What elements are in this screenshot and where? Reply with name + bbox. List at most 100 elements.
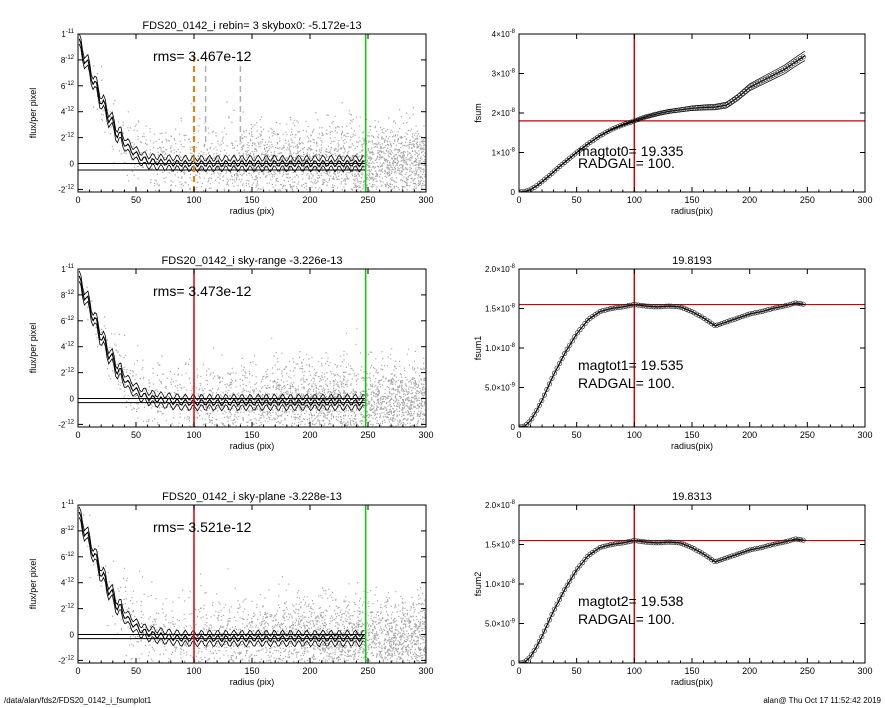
x-tick-label: 200 (742, 195, 757, 205)
x-tick-label: 0 (516, 430, 521, 440)
x-tick-label: 200 (742, 430, 757, 440)
footer-filepath: /data/alan/fds2/FDS20_0142_i_fsumplot1 (4, 696, 152, 705)
y-axis-label: flux/per pixel (28, 88, 38, 139)
x-tick-label: 200 (302, 430, 317, 440)
plot-title: 19.8193 (672, 255, 712, 267)
x-tick-label: 300 (418, 430, 433, 440)
x-tick-label: 200 (742, 666, 757, 676)
profile-line-0 (78, 43, 365, 173)
x-tick-label: 150 (244, 666, 259, 676)
y-tick-label: 2-12 (61, 133, 75, 143)
profile-line-1 (78, 275, 365, 407)
fsum-line (519, 538, 806, 663)
panel-right-2: magtot1= 19.535 RADGAL= 100. 0 50 100 150 200 2… (473, 255, 873, 451)
y-tick-label: 1.0×10-8 (485, 343, 516, 353)
y-tick-label: 4-12 (61, 578, 75, 588)
x-tick-label: 100 (186, 666, 201, 676)
profile-line-2 (78, 270, 365, 401)
x-tick-label: 250 (800, 195, 815, 205)
x-tick-label: 200 (302, 195, 317, 205)
y-axis-label: fsum (473, 103, 483, 123)
footer-timestamp: alan@ Thu Oct 17 11:52:42 2019 (763, 696, 881, 705)
x-axis-label: radius (pix) (230, 206, 275, 216)
y-tick-label: 4×10-8 (492, 29, 516, 39)
fsum-markers (519, 536, 806, 663)
y-tick-label: 1-11 (61, 264, 74, 274)
plot-area (519, 505, 865, 663)
rms-annotation: rms= 3.521e-12 (153, 519, 252, 535)
x-tick-label: 150 (684, 195, 699, 205)
x-tick-label: 50 (131, 430, 141, 440)
y-tick-label: 6-12 (61, 81, 75, 91)
y-tick-label: 2×10-8 (492, 108, 516, 118)
x-tick-label: 0 (516, 195, 521, 205)
x-tick-label: 150 (244, 430, 259, 440)
fsum-line (519, 55, 806, 192)
x-tick-label: 250 (800, 430, 815, 440)
y-axis-label: fsum2 (473, 572, 483, 597)
y-axis-label: flux/per pixel (28, 559, 38, 610)
y-tick-label: 1.5×10-8 (485, 540, 516, 550)
y-tick-label: 0 (511, 659, 516, 668)
panel-left-1: rms= 3.467e-120 50 100 150 200 250 300-2-1202-… (28, 20, 434, 216)
x-axis-label: radius(pix) (671, 677, 713, 687)
y-tick-label: 4-12 (61, 342, 75, 352)
x-tick-label: 300 (857, 666, 872, 676)
x-tick-label: 250 (360, 195, 375, 205)
profile-line-2 (78, 34, 365, 163)
y-tick-label: 8-12 (61, 55, 75, 65)
scatter-points (83, 514, 426, 663)
y-tick-label: 0 (70, 395, 75, 404)
x-tick-label: 300 (857, 195, 872, 205)
plot-title: 19.8313 (672, 491, 712, 503)
y-tick-label: 1.0×10-8 (485, 579, 516, 589)
fsum-markers (519, 300, 806, 427)
y-tick-label: 4-12 (61, 107, 75, 117)
x-tick-label: 0 (75, 430, 80, 440)
profile-line-0 (78, 281, 365, 412)
x-tick-label: 100 (186, 430, 201, 440)
y-tick-label: 2.0×10-8 (485, 264, 516, 274)
y-tick-label: 3×10-8 (492, 69, 516, 79)
profile-line-0 (78, 517, 365, 648)
y-tick-label: -2-12 (58, 655, 74, 665)
y-tick-label: 2-12 (61, 604, 75, 614)
profile-line-1 (78, 511, 365, 643)
x-axis-label: radius (pix) (230, 677, 275, 687)
plot-area (78, 34, 426, 192)
x-tick-label: 50 (131, 666, 141, 676)
y-tick-label: -2-12 (58, 419, 74, 429)
y-tick-label: -2-12 (58, 184, 74, 194)
y-tick-label: 2-12 (61, 368, 75, 378)
x-tick-label: 0 (75, 666, 80, 676)
x-tick-label: 100 (186, 195, 201, 205)
plot-frame (518, 268, 866, 428)
y-tick-label: 8-12 (61, 526, 75, 536)
x-tick-label: 150 (684, 666, 699, 676)
fsum-envelope-0 (519, 60, 806, 192)
plot-title: FDS20_0142_i sky-plane -3.228e-13 (162, 491, 342, 503)
x-tick-label: 0 (75, 195, 80, 205)
x-tick-label: 250 (360, 666, 375, 676)
x-tick-label: 250 (800, 666, 815, 676)
plot-title: FDS20_0142_i sky-range -3.226e-13 (161, 255, 342, 267)
y-tick-label: 1×10-8 (492, 148, 516, 158)
x-tick-label: 50 (131, 195, 141, 205)
plot-title: FDS20_0142_i rebin= 3 skybox0: -5.172e-1… (142, 20, 361, 32)
plot-area (78, 269, 426, 427)
x-tick-label: 150 (684, 430, 699, 440)
y-tick-label: 0 (511, 423, 516, 432)
y-tick-label: 5.0×10-9 (485, 619, 516, 629)
y-axis-label: fsum1 (473, 336, 483, 361)
x-axis-label: radius (pix) (230, 441, 275, 451)
x-tick-label: 250 (360, 430, 375, 440)
y-axis-label: flux/per pixel (28, 323, 38, 374)
panel-right-3: magtot2= 19.538 RADGAL= 100. 0 50 100 150 200 2… (473, 491, 873, 687)
radgal-annotation: RADGAL= 100. (578, 375, 675, 391)
plot-area (519, 34, 865, 192)
x-tick-label: 0 (516, 666, 521, 676)
radgal-annotation: RADGAL= 100. (578, 611, 675, 627)
y-tick-label: 6-12 (61, 316, 75, 326)
